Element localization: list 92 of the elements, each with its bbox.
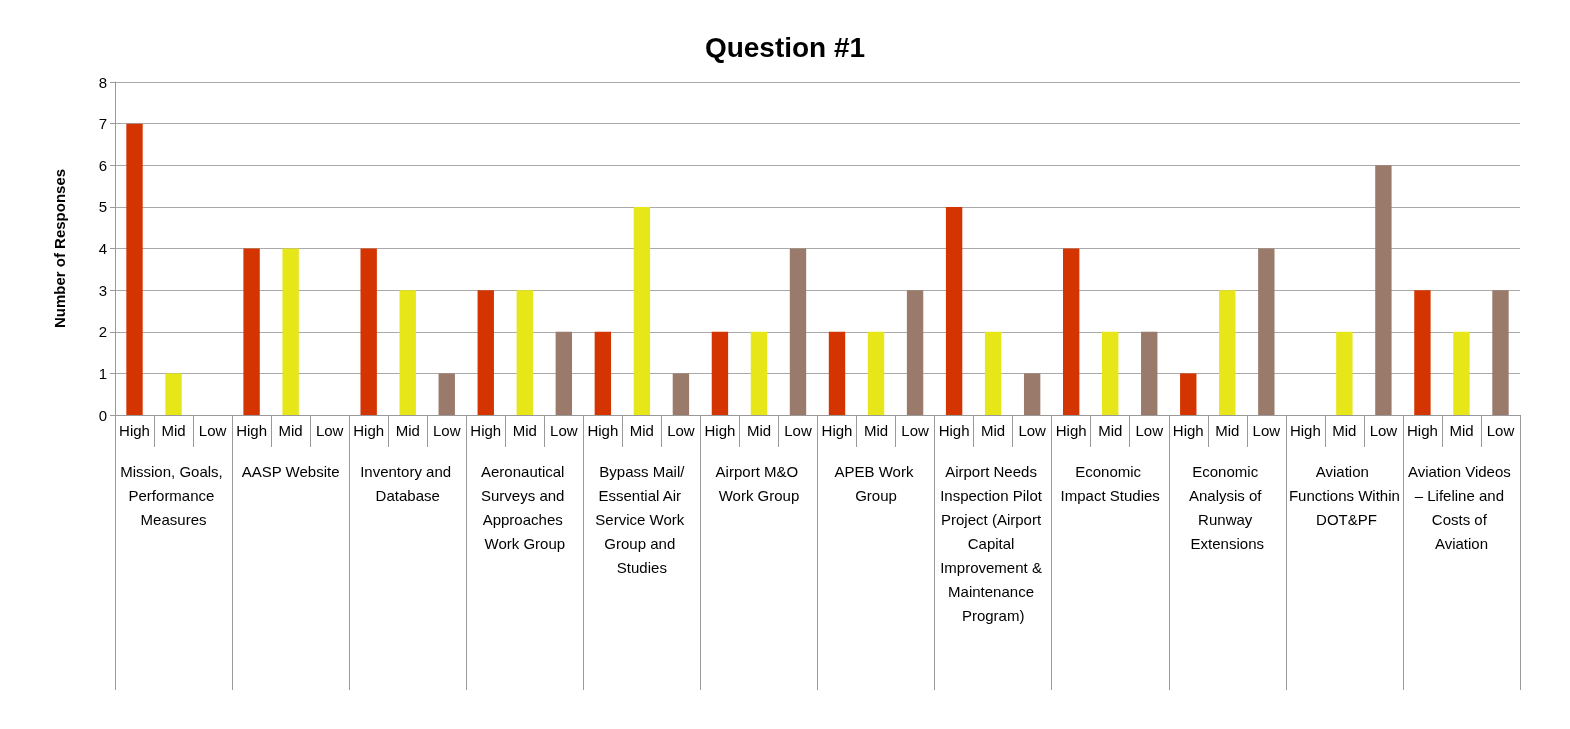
x-tick-label: Economic Impact Studies (1060, 462, 1160, 504)
bar (1141, 331, 1158, 415)
bar (828, 331, 846, 415)
text: Low (1135, 422, 1163, 439)
bar (945, 206, 963, 415)
text: Mid (395, 422, 420, 439)
text: High (1172, 422, 1204, 439)
bar (594, 331, 612, 415)
text: Mid (863, 422, 889, 439)
x-tick-label: Economic Analysis of Runway Extensions (1188, 462, 1266, 552)
bar (165, 373, 182, 415)
text: Mid (512, 422, 537, 439)
bar (1492, 290, 1509, 415)
y-tick-label: 1 (98, 364, 107, 382)
y-tick-label: 2 (98, 323, 107, 341)
text: High (236, 422, 268, 439)
text: Low (1018, 422, 1046, 439)
text: Mid (746, 422, 772, 439)
y-tick-label: 3 (98, 281, 107, 299)
text: High (353, 422, 385, 439)
bar (711, 331, 729, 415)
y-tick-label: 6 (98, 156, 107, 174)
bar (477, 290, 494, 415)
x-tick-label: Mission, Goals, Performance Measures (120, 462, 227, 528)
text: High (1289, 422, 1321, 439)
x-tick-label: Inventory and Database (360, 462, 456, 504)
bar (906, 290, 924, 415)
x-tick-label: Airport Needs Inspection Pilot Project (Airport Capital Improvement & Maintenance Program) (940, 462, 1047, 624)
text: Low (1486, 422, 1515, 439)
text: Mid (1449, 422, 1474, 439)
chart-title: Question #1 (704, 31, 866, 63)
text: Low (784, 422, 812, 439)
bar (555, 331, 573, 415)
text: High (470, 422, 502, 439)
text: Low (198, 422, 227, 439)
x-tick-label: Aeronautical Surveys and Approaches Work Group (481, 462, 569, 552)
y-tick-label: 8 (98, 73, 107, 91)
x-tick-label: Bypass Mail/Essential Air Service Work Group and Studies (595, 462, 689, 576)
bar (399, 290, 416, 415)
x-tick-label: Airport M&O Work Group (715, 462, 803, 504)
x-tick-label: APEB Work Group (834, 462, 918, 504)
text: High (119, 422, 150, 439)
text: High (587, 422, 619, 439)
text: Low (315, 422, 344, 439)
text: High (938, 422, 970, 439)
bar (867, 331, 885, 415)
bar (360, 248, 377, 415)
bar (750, 331, 768, 415)
bar (984, 331, 1002, 415)
y-axis-title: Number of Responses (51, 168, 68, 329)
bar (672, 373, 690, 415)
text: High (704, 422, 736, 439)
bar (1453, 331, 1470, 415)
text: Low (901, 422, 929, 439)
text: Mid (629, 422, 654, 439)
text: Low (550, 422, 578, 439)
bar (1023, 373, 1041, 415)
series-label: High (1055, 422, 1087, 439)
text: High (821, 422, 853, 439)
y-tick-label: 7 (98, 115, 107, 133)
bar (1414, 290, 1431, 415)
y-tick-label: 5 (98, 198, 107, 216)
text: Mid (1332, 422, 1357, 439)
text: High (1407, 422, 1438, 439)
bar (1219, 290, 1236, 415)
bar (1336, 331, 1353, 415)
text: Mid (161, 422, 186, 439)
text: Low (1252, 422, 1281, 439)
bar (1375, 165, 1392, 415)
bar (1180, 373, 1197, 415)
bar (126, 123, 143, 415)
text: Mid (1215, 422, 1240, 439)
bar (1258, 248, 1275, 415)
text: Mid (278, 422, 303, 439)
bar (438, 373, 455, 415)
bar (633, 206, 651, 415)
x-tick-label: Aviation Videos – Lifeline and Costs of Aviation (1407, 462, 1515, 552)
series-label: Low (667, 422, 695, 439)
text: Mid (981, 422, 1006, 439)
bar (243, 248, 260, 415)
text: Low (432, 422, 461, 439)
bar (1102, 331, 1119, 415)
bar (516, 290, 533, 415)
x-tick-label: AASP Website (241, 462, 340, 480)
text: Low (1369, 422, 1398, 439)
series-label: Mid (1098, 422, 1123, 439)
bar (1062, 248, 1080, 415)
y-tick-label: 0 (98, 406, 107, 424)
x-tick-label: Aviation Functions Within DOT&PF (1288, 462, 1400, 528)
bar (282, 248, 299, 415)
y-tick-label: 4 (98, 240, 107, 257)
bar (789, 248, 807, 415)
